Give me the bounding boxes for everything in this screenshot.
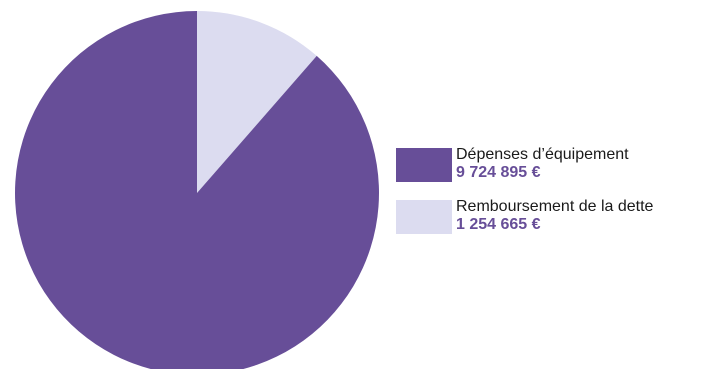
legend-item-depenses-equipement: Dépenses d’équipement 9 724 895 € <box>396 146 653 182</box>
legend-value-remboursement-dette: 1 254 665 € <box>456 216 541 233</box>
legend-label-depenses-equipement: Dépenses d’équipement <box>456 146 629 163</box>
pie-slice-1 <box>15 11 379 369</box>
legend: Dépenses d’équipement 9 724 895 € Rembou… <box>396 146 653 250</box>
legend-swatch-remboursement-dette <box>396 200 452 234</box>
legend-label-remboursement-dette: Remboursement de la dette <box>456 198 654 215</box>
pie-slice-0 <box>197 11 317 193</box>
legend-item-remboursement-dette: Remboursement de la dette 1 254 665 € <box>396 198 653 234</box>
legend-value-depenses-equipement: 9 724 895 € <box>456 164 541 181</box>
legend-swatch-depenses-equipement <box>396 148 452 182</box>
